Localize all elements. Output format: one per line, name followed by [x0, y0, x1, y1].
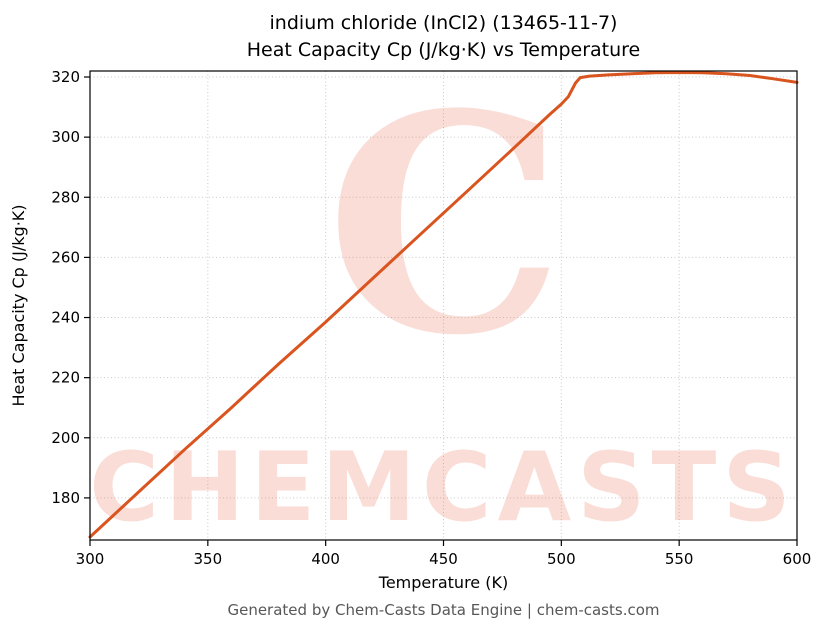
chart-title: indium chloride (InCl2) (13465-11-7) [269, 12, 618, 34]
y-tick-label: 280 [51, 188, 80, 206]
y-tick-label: 200 [51, 429, 80, 447]
data-line [88, 71, 799, 539]
watermark-glyph: C [326, 48, 565, 401]
y-tick-label: 220 [51, 369, 80, 387]
chart-subtitle: Heat Capacity Cp (J/kg·K) vs Temperature [246, 39, 641, 61]
y-tick-label: 260 [51, 248, 80, 266]
chart-title-block: indium chloride (InCl2) (13465-11-7) Hea… [90, 10, 797, 64]
x-tick-label: 550 [665, 550, 694, 568]
x-tick-label: 600 [783, 550, 812, 568]
x-tick-label: 400 [311, 550, 340, 568]
y-tick-label: 320 [51, 68, 80, 86]
x-tick-label: 450 [429, 550, 458, 568]
footer-text: Generated by Chem-Casts Data Engine | ch… [227, 601, 660, 619]
x-axis-label: Temperature (K) [378, 573, 508, 592]
y-tick-label: 240 [51, 309, 80, 327]
y-tick-label: 180 [51, 489, 80, 507]
watermark-text: CHEMCASTS [89, 433, 797, 543]
x-tick-label: 300 [76, 550, 105, 568]
x-tick-label: 350 [194, 550, 223, 568]
y-axis-label: Heat Capacity Cp (J/kg·K) [9, 204, 28, 406]
y-tick-label: 300 [51, 128, 80, 146]
x-tick-label: 500 [547, 550, 576, 568]
